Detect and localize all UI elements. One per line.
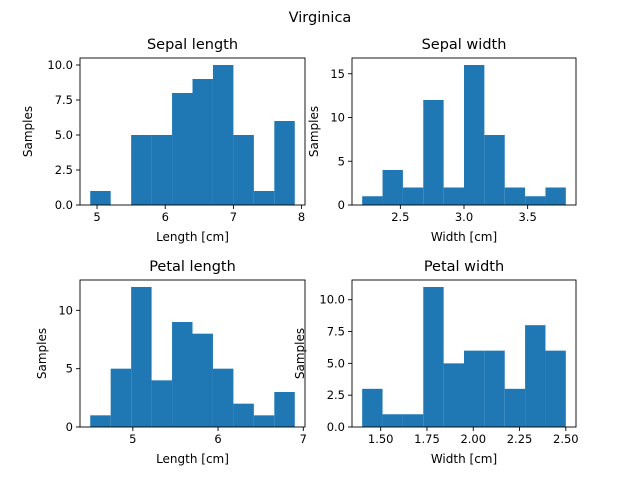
histogram-bar: [131, 287, 152, 427]
y-axis-label: Samples: [35, 328, 49, 379]
subplot-4: 1.50 1.75 2.00 2.25 2.50 0.0 2.5 5.0 7.5 10.0 Peta…: [293, 259, 579, 466]
histogram-bar: [464, 350, 485, 427]
histogram-bar: [402, 414, 424, 427]
x-tick-label: 2.00: [460, 432, 486, 446]
histogram-bar: [192, 79, 213, 205]
histogram-bar: [545, 187, 566, 205]
subplot-title: Petal length: [149, 259, 236, 275]
histogram-bar: [464, 65, 485, 205]
histogram-bar: [151, 135, 173, 205]
y-tick-label: 2.5: [327, 388, 345, 402]
histogram-bar: [525, 325, 546, 427]
x-axis-label: Length [cm]: [156, 452, 229, 466]
subplot-1: 5 6 7 8 0.0 2.5 5.0 7.5 10.0 Sepal length Length […: [21, 37, 306, 244]
histogram-bar: [382, 414, 403, 427]
histogram-bar: [172, 93, 193, 205]
histogram-bar: [274, 392, 295, 427]
x-tick-label: 1.50: [368, 432, 394, 446]
histogram-bar: [151, 380, 173, 427]
subplot-title: Sepal length: [147, 37, 238, 53]
x-tick-label: 3.5: [518, 210, 536, 224]
y-tick-label: 10.0: [319, 293, 345, 307]
y-tick-label: 0.0: [55, 198, 73, 212]
y-tick-label: 5: [338, 154, 345, 168]
y-tick-label: 5.0: [327, 356, 345, 370]
figure-title: Virginica: [289, 10, 352, 26]
y-tick-label: 15: [330, 67, 345, 81]
x-tick-label: 6: [214, 432, 221, 446]
x-tick-label: 2.50: [553, 432, 579, 446]
histogram-bar: [110, 368, 132, 427]
x-tick-label: 6: [162, 210, 169, 224]
y-tick-label: 7.5: [327, 325, 345, 339]
histogram-bar: [504, 388, 526, 427]
subplot-title: Petal width: [424, 259, 504, 275]
histogram-bar: [233, 135, 254, 205]
y-axis-label: Samples: [307, 106, 321, 157]
y-axis-label: Samples: [21, 106, 35, 157]
histogram-bar: [484, 350, 505, 427]
subplot-title: Sepal width: [422, 37, 507, 53]
y-tick-label: 5: [66, 362, 73, 376]
subplot-3: 5 6 7 0 5 10 Petal length Length [cm] Samples: [35, 259, 307, 466]
y-tick-label: 10.0: [47, 58, 73, 72]
x-axis-label: Width [cm]: [431, 230, 497, 244]
histogram-bar: [423, 287, 444, 427]
histogram-bar: [131, 135, 152, 205]
x-tick-label: 2.5: [391, 210, 409, 224]
axes-frame: [351, 279, 577, 428]
histogram-bar: [402, 187, 424, 205]
histogram-bar: [90, 415, 111, 427]
y-tick-label: 0: [66, 420, 73, 434]
histogram-bar: [253, 191, 275, 205]
y-tick-label: 7.5: [55, 93, 73, 107]
histogram-bar: [382, 170, 403, 205]
histogram-bar: [253, 415, 275, 427]
y-tick-label: 10: [58, 303, 73, 317]
histogram-bar: [443, 363, 464, 427]
histogram-bar: [443, 187, 464, 205]
y-tick-label: 10: [330, 111, 345, 125]
x-tick-label: 7: [300, 432, 307, 446]
x-axis-label: Width [cm]: [431, 452, 497, 466]
x-tick-label: 5: [93, 210, 100, 224]
histogram-bar: [484, 135, 505, 205]
x-tick-label: 2.25: [507, 432, 533, 446]
x-tick-label: 1.75: [414, 432, 440, 446]
x-tick-label: 5: [129, 432, 136, 446]
y-tick-label: 5.0: [55, 128, 73, 142]
histogram-bar: [362, 196, 383, 205]
histogram-bar: [423, 100, 444, 205]
y-tick-label: 0.0: [327, 420, 345, 434]
x-tick-label: 8: [298, 210, 305, 224]
histogram-bar: [525, 196, 546, 205]
histogram-bar: [504, 187, 526, 205]
histogram-bar: [192, 333, 213, 427]
y-axis-label: Samples: [293, 328, 307, 379]
x-axis-label: Length [cm]: [156, 230, 229, 244]
subplot-2: 2.5 3.0 3.5 0 5 10 15 Sepal width Width [cm] Samp…: [307, 37, 577, 244]
histogram-bar: [362, 388, 383, 427]
x-tick-label: 7: [230, 210, 237, 224]
axes-frame: [79, 279, 306, 428]
histogram-bar: [172, 322, 193, 427]
x-tick-label: 3.0: [455, 210, 473, 224]
histogram-bar: [90, 191, 111, 205]
histogram-bar: [274, 121, 295, 205]
histogram-bar: [545, 350, 566, 427]
histogram-bar: [233, 403, 254, 427]
histogram-bar: [212, 368, 234, 427]
y-tick-label: 0: [338, 198, 345, 212]
axes-frame: [79, 57, 306, 206]
histogram-bar: [212, 65, 234, 205]
y-tick-label: 2.5: [55, 163, 73, 177]
